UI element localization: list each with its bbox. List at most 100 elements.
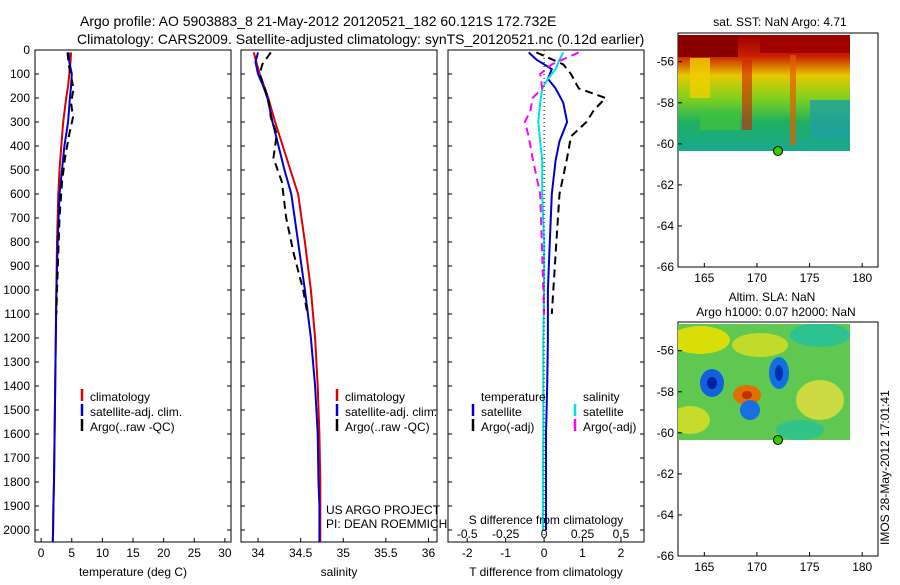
legend-label: climatology xyxy=(90,390,150,404)
salinity-plot-frame xyxy=(240,49,438,543)
series-line-argo--adj- xyxy=(535,51,608,315)
x-axis-label: T difference from climatology xyxy=(469,565,623,579)
y-tick-label: 600 xyxy=(10,187,30,201)
series-line-argo--adj- xyxy=(523,51,580,315)
y-tick-label: 1800 xyxy=(3,475,30,489)
series-line-argo---raw--qc- xyxy=(55,52,75,315)
sla-field xyxy=(678,324,850,440)
y-tick-label: 700 xyxy=(10,211,30,225)
y-tick-label: 1700 xyxy=(3,451,30,465)
legend-label: climatology xyxy=(345,390,405,404)
map-y-tick-label: -58 xyxy=(657,385,675,399)
y-tick-label: 400 xyxy=(10,139,30,153)
y-tick-label: 1300 xyxy=(3,355,30,369)
series-line-climatology xyxy=(252,52,322,542)
x-tick-label: 5 xyxy=(68,546,75,560)
x-tick-label: 34.5 xyxy=(289,546,313,560)
y-tick-label: 1900 xyxy=(3,499,30,513)
project-annotation: PI: DEAN ROEMMICH xyxy=(326,517,447,531)
legend-label: Argo(-adj) xyxy=(481,420,534,434)
legend-label: Argo(..raw -QC) xyxy=(90,420,175,434)
y-tick-label: 1100 xyxy=(4,307,30,321)
x-tick-label: 2 xyxy=(618,546,625,560)
top-axis-label: S difference from climatology xyxy=(469,513,624,527)
x-tick-label: 10 xyxy=(96,546,110,560)
x-tick-label: 25 xyxy=(188,546,202,560)
y-tick-label: 200 xyxy=(10,91,30,105)
project-annotation: US ARGO PROJECT xyxy=(326,503,441,517)
legend-title-salinity: salinity xyxy=(583,390,620,404)
map-y-tick-label: -66 xyxy=(657,260,675,274)
map-x-tick-label: 170 xyxy=(747,271,767,285)
legend-label: satellite xyxy=(583,405,624,419)
x-tick-label: 1 xyxy=(579,546,586,560)
figure-title-line1: Argo profile: AO 5903883_8 21-May-2012 2… xyxy=(80,13,556,29)
x-tick-label: 30 xyxy=(218,546,232,560)
map-x-tick-label: 175 xyxy=(800,560,820,574)
map-y-tick-label: -62 xyxy=(657,467,675,481)
figure-title-line2: Climatology: CARS2009. Satellite-adjuste… xyxy=(77,31,644,47)
y-tick-label: 900 xyxy=(10,259,30,273)
map-x-tick-label: 165 xyxy=(694,271,714,285)
sst-argo-location-marker xyxy=(773,146,783,156)
temperature-plot-frame xyxy=(34,49,232,543)
top-tick-label: -0.5 xyxy=(457,527,478,541)
y-tick-label: 1000 xyxy=(3,283,30,297)
x-axis-label: salinity xyxy=(321,565,358,579)
x-axis-label: temperature (deg C) xyxy=(79,565,187,579)
x-tick-label: 20 xyxy=(157,546,171,560)
map-x-tick-label: 165 xyxy=(694,560,714,574)
sst-field xyxy=(678,35,850,151)
map-x-tick-label: 180 xyxy=(852,271,872,285)
map-x-tick-label: 180 xyxy=(852,560,872,574)
map-x-tick-label: 175 xyxy=(800,271,820,285)
map-y-tick-label: -62 xyxy=(657,178,675,192)
map-x-tick-label: 170 xyxy=(747,560,767,574)
map-y-tick-label: -60 xyxy=(657,426,675,440)
y-tick-label: 2000 xyxy=(3,523,30,537)
legend-label: Argo(..raw -QC) xyxy=(345,420,430,434)
legend-label: Argo(-adj) xyxy=(583,420,636,434)
x-tick-label: 36 xyxy=(422,546,436,560)
chart-marks: 0100200300400500600700800900100011001200… xyxy=(3,43,872,579)
x-tick-label: 0 xyxy=(38,546,45,560)
y-tick-label: 1600 xyxy=(3,427,30,441)
y-tick-label: 1200 xyxy=(3,331,30,345)
y-tick-label: 100 xyxy=(10,67,30,81)
top-tick-label: 0 xyxy=(541,527,548,541)
x-tick-label: -1 xyxy=(500,546,511,560)
y-tick-label: 300 xyxy=(10,115,30,129)
y-tick-label: 0 xyxy=(23,43,30,57)
map-y-tick-label: -64 xyxy=(657,508,675,522)
map-y-tick-label: -56 xyxy=(657,55,675,69)
x-tick-label: 0 xyxy=(541,546,548,560)
series-line-satellite-adj--clim- xyxy=(254,52,321,542)
top-tick-label: 0.5 xyxy=(613,527,630,541)
series-line-argo---raw--qc- xyxy=(258,51,309,315)
timestamp-stamp: IMOS 28-May-2012 17:01:41 xyxy=(878,390,892,545)
x-tick-label: -2 xyxy=(462,546,473,560)
map-y-tick-label: -56 xyxy=(657,344,675,358)
sla-map-title-line2: Argo h1000: 0.07 h2000: NaN xyxy=(696,305,855,319)
legend-label: satellite-adj. clim. xyxy=(345,405,437,419)
legend-title-temperature: temperature xyxy=(481,390,546,404)
series-line-satellite xyxy=(537,51,565,530)
legend-label: satellite-adj. clim. xyxy=(90,405,182,419)
map-y-tick-label: -66 xyxy=(657,549,675,563)
map-y-tick-label: -64 xyxy=(657,219,675,233)
legend-label: satellite xyxy=(481,405,522,419)
x-tick-label: 35 xyxy=(337,546,351,560)
top-tick-label: 0.25 xyxy=(571,527,595,541)
x-tick-label: 15 xyxy=(126,546,140,560)
y-tick-label: 500 xyxy=(10,163,30,177)
sla-map-title-line1: Altim. SLA: NaN xyxy=(729,290,816,304)
sla-argo-location-marker xyxy=(773,435,783,445)
series-line-satellite xyxy=(528,51,569,530)
y-tick-label: 1500 xyxy=(3,403,30,417)
y-tick-label: 800 xyxy=(10,235,30,249)
sst-map-title: sat. SST: NaN Argo: 4.71 xyxy=(713,15,847,29)
x-tick-label: 34 xyxy=(251,546,265,560)
top-tick-label: -0.25 xyxy=(492,527,520,541)
x-tick-label: 35.5 xyxy=(374,546,398,560)
